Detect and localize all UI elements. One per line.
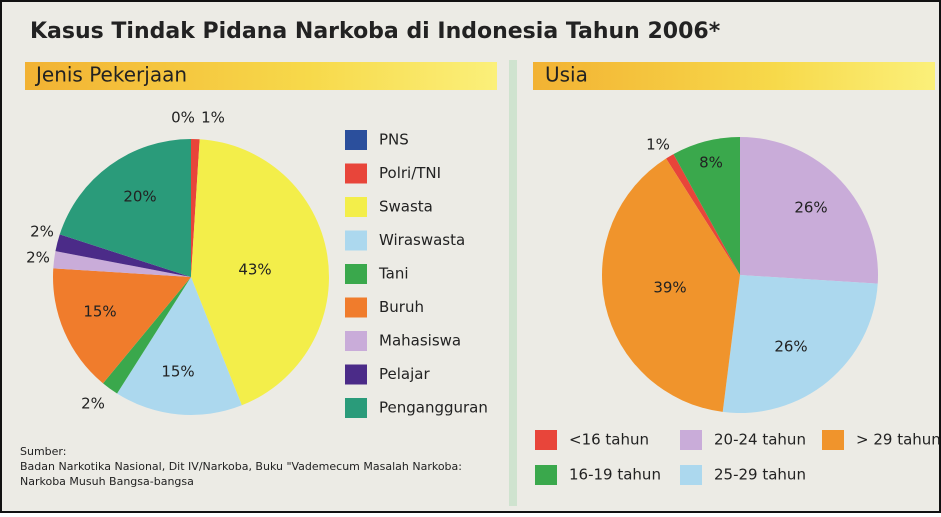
data-label: 26% (794, 199, 827, 217)
pie-slice (53, 251, 192, 277)
pie-slice (602, 158, 740, 412)
pie-slice (59, 139, 192, 277)
legend-label: Pengangguran (379, 399, 488, 417)
legend-label: Mahasiswa (379, 332, 461, 350)
legend-label: Tani (378, 265, 409, 283)
data-label: 26% (774, 338, 807, 356)
pie-slice (103, 277, 191, 394)
pie-slice (52, 268, 191, 384)
pie-slice (666, 154, 740, 275)
legend-label: PNS (379, 131, 409, 149)
legend-label: Polri/TNI (379, 164, 441, 182)
legend-label: 25-29 tahun (714, 466, 806, 484)
data-label: 0% (171, 109, 195, 127)
legend-swatch (345, 163, 367, 184)
legend-label: <16 tahun (569, 431, 649, 449)
panel-title: Usia (545, 63, 588, 87)
data-label: 15% (83, 303, 116, 321)
legend-swatch (535, 465, 557, 485)
data-label: 1% (646, 136, 670, 154)
legend-swatch (345, 331, 367, 351)
source-line: Badan Narkotika Nasional, Dit IV/Narkoba… (20, 460, 462, 473)
legend-swatch (345, 197, 367, 217)
pie-slice (191, 139, 200, 277)
data-label: 15% (161, 363, 194, 381)
legend-swatch (345, 230, 367, 251)
pie-slice (117, 277, 242, 416)
legend-label: Pelajar (379, 365, 430, 383)
pie-slice (55, 234, 191, 277)
pie-slice (673, 137, 740, 275)
legend-swatch (345, 364, 367, 385)
panel-title: Jenis Pekerjaan (34, 63, 187, 87)
data-label: 2% (26, 249, 50, 267)
legend-label: Buruh (379, 298, 424, 316)
legend-label: Swasta (379, 198, 433, 216)
legend-label: > 29 tahun (856, 431, 941, 449)
data-label: 1% (201, 109, 225, 127)
data-label: 2% (30, 223, 54, 241)
pie-slice (191, 139, 329, 406)
legend-swatch (345, 130, 367, 150)
divider (509, 60, 517, 506)
legend-label: 20-24 tahun (714, 431, 806, 449)
data-label: 43% (238, 261, 271, 279)
source-line: Narkoba Musuh Bangsa-bangsa (20, 475, 194, 488)
title: Kasus Tindak Pidana Narkoba di Indonesia… (30, 19, 721, 44)
pie-slice (740, 137, 878, 284)
header-bar (25, 62, 497, 90)
header-bar (533, 62, 935, 90)
data-label: 20% (123, 188, 156, 206)
legend-swatch (535, 430, 557, 450)
source-line: Sumber: (20, 445, 66, 458)
legend-label: 16-19 tahun (569, 466, 661, 484)
legend-swatch (680, 430, 702, 450)
legend-swatch (345, 264, 367, 284)
data-label: 8% (699, 154, 723, 172)
data-label: 39% (653, 279, 686, 297)
pie-slice (722, 275, 878, 414)
legend-swatch (345, 398, 367, 418)
legend-swatch (345, 297, 367, 318)
legend-swatch (680, 465, 702, 485)
legend-swatch (822, 430, 844, 450)
data-label: 2% (81, 395, 105, 413)
legend-label: Wiraswasta (379, 231, 465, 249)
source: Sumber: Badan Narkotika Nasional, Dit IV/… (20, 445, 462, 488)
